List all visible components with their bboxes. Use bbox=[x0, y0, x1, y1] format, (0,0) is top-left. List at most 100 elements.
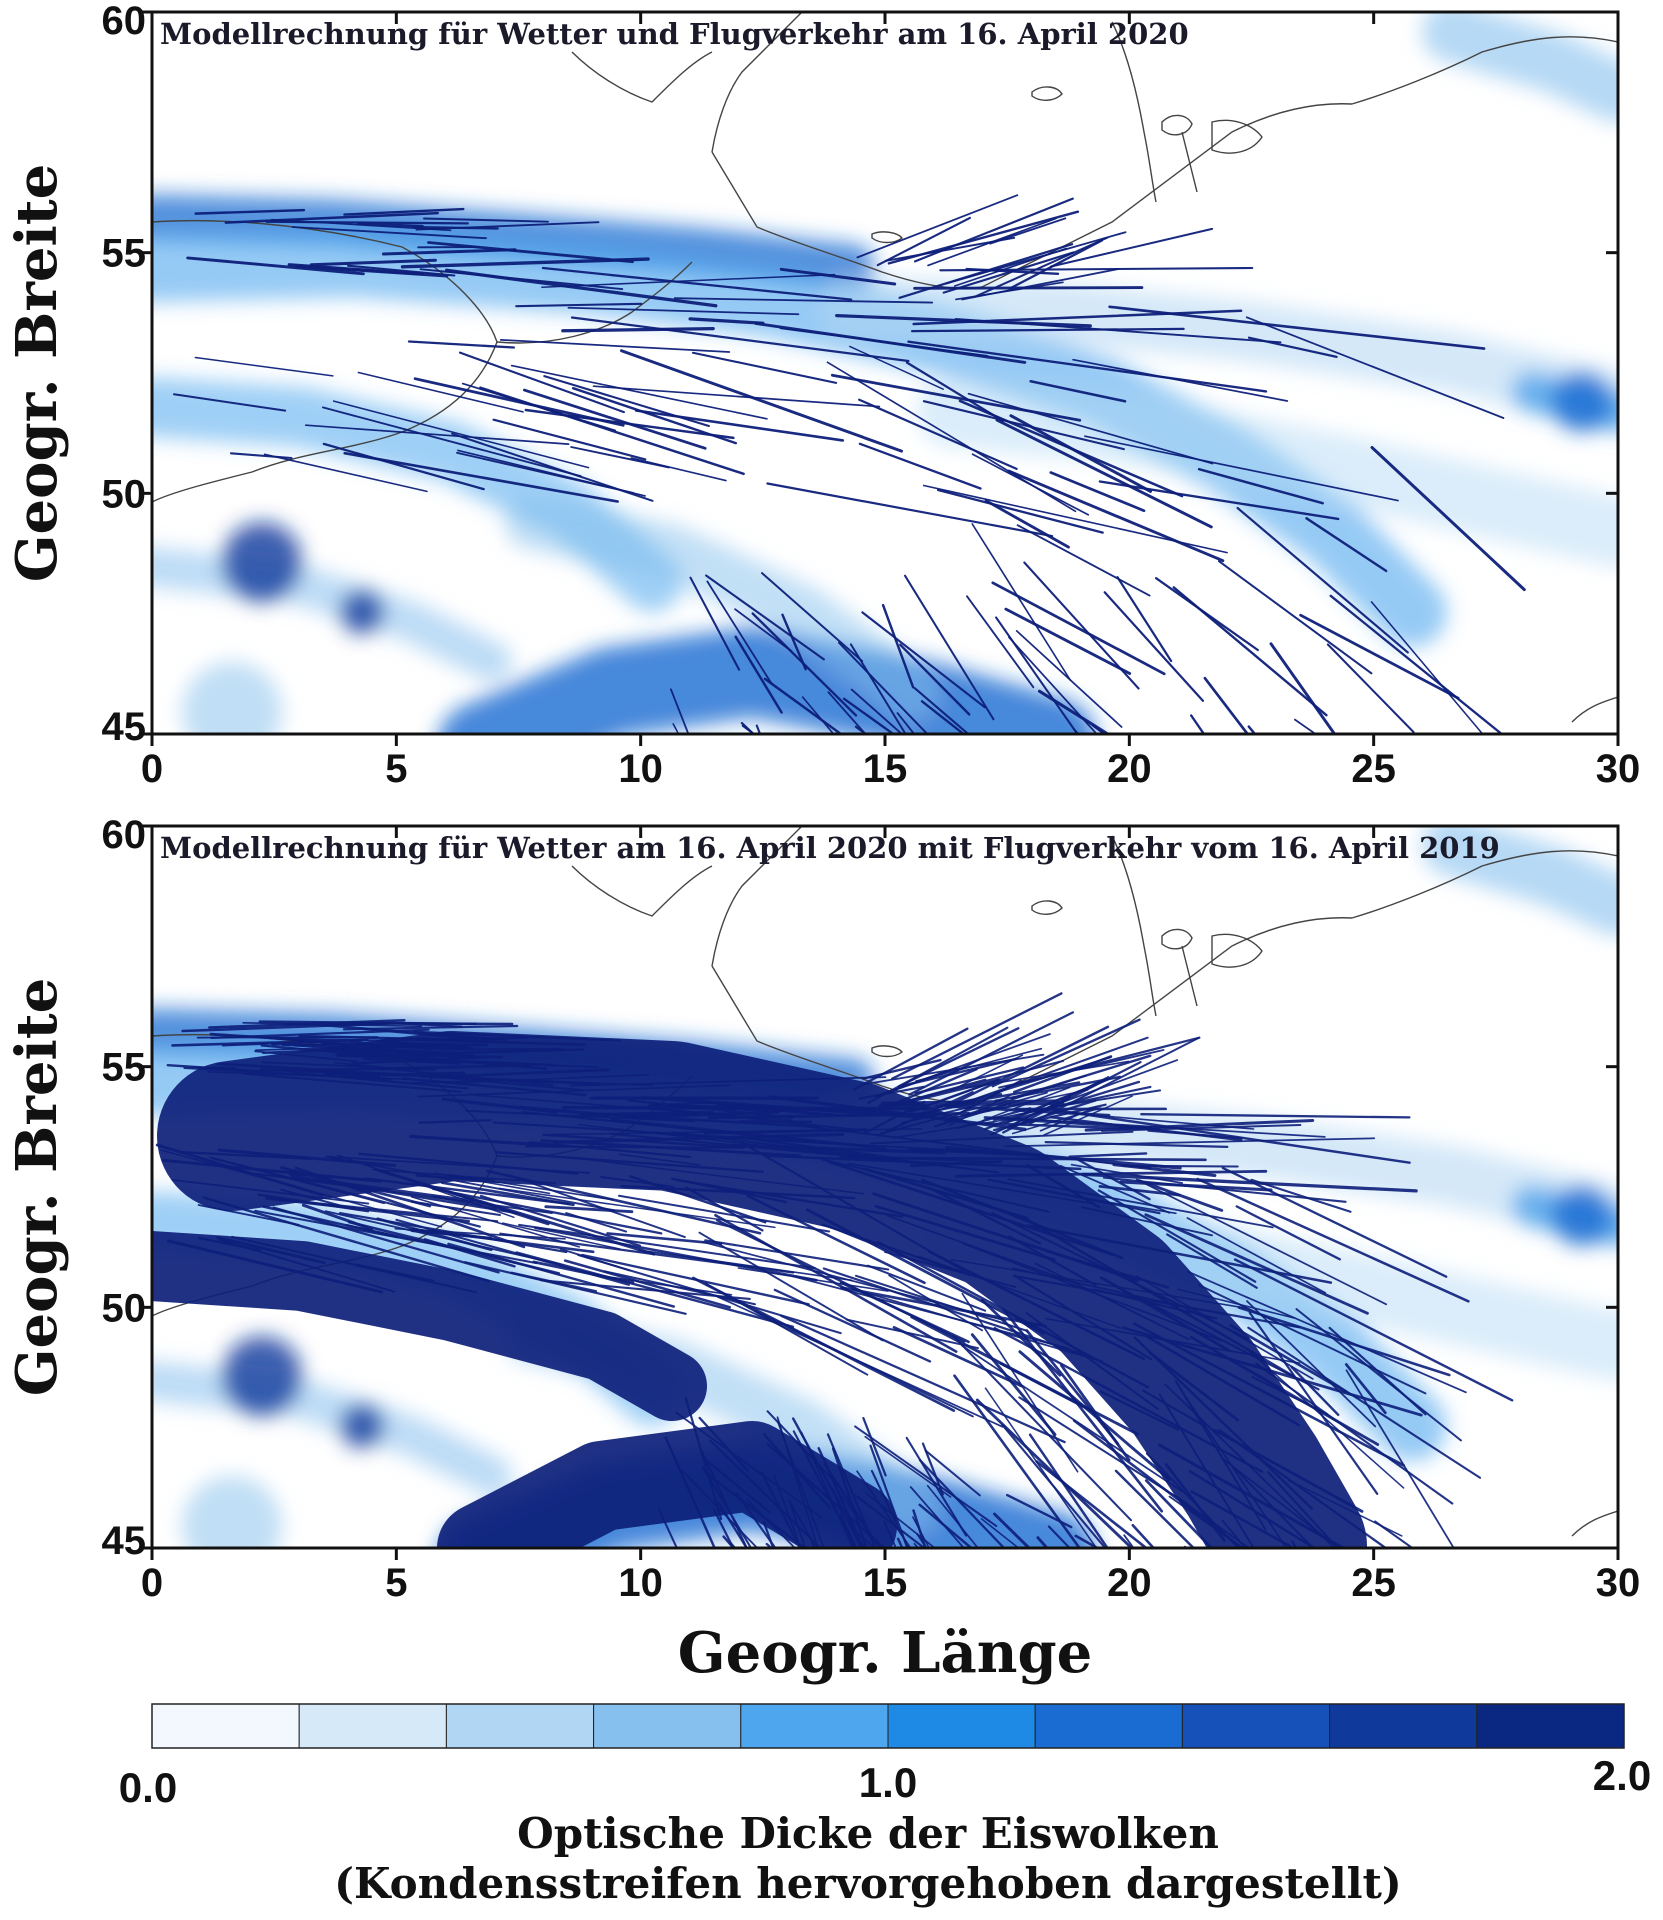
x-tick-label: 15 bbox=[863, 747, 908, 791]
contrail-track bbox=[912, 1516, 930, 1548]
contrail-track bbox=[821, 1223, 971, 1276]
contrail-track bbox=[1326, 643, 1415, 734]
dense-traffic-zone bbox=[152, 1231, 707, 1421]
contrail-track bbox=[718, 1502, 749, 1548]
contrail-track bbox=[1147, 1129, 1243, 1140]
colorbar-segment bbox=[151, 1703, 300, 1749]
contrail-track bbox=[886, 1214, 1076, 1284]
contrail-track bbox=[410, 1079, 485, 1085]
contrail-track bbox=[876, 1091, 974, 1137]
colorbar-segment bbox=[1181, 1703, 1331, 1749]
contrail-track bbox=[942, 251, 1075, 294]
contrail-track bbox=[702, 1241, 1007, 1322]
contrail-track bbox=[1229, 1324, 1347, 1393]
coastline-segment bbox=[981, 917, 1353, 1102]
contrail-track bbox=[676, 1178, 904, 1218]
contrail-track bbox=[638, 1105, 868, 1132]
contrail-track bbox=[913, 687, 970, 734]
contrail-track bbox=[1187, 1270, 1467, 1394]
contrail-track bbox=[634, 409, 845, 442]
contrail-track bbox=[1247, 1326, 1482, 1479]
contrail-track bbox=[1237, 1306, 1451, 1377]
contrail-track bbox=[1122, 1164, 1239, 1168]
colorbar-mid-label: 1.0 bbox=[859, 1759, 917, 1806]
contrail-track bbox=[1004, 607, 1132, 675]
contrail-track bbox=[1026, 1224, 1333, 1284]
contrail-track bbox=[754, 321, 1027, 364]
contrail-track bbox=[1034, 1262, 1190, 1341]
contrail-track bbox=[261, 1061, 437, 1071]
coastline-segment bbox=[152, 219, 498, 503]
contrail-track bbox=[630, 457, 727, 482]
y-tick-label: 45 bbox=[102, 705, 147, 749]
contrail-track bbox=[734, 608, 793, 653]
contrail-track bbox=[892, 1326, 1024, 1388]
contrail-track bbox=[1305, 517, 1388, 573]
contrail-tracks-top bbox=[172, 194, 1526, 734]
contrail-track bbox=[881, 603, 915, 689]
contrail-track bbox=[970, 1333, 1057, 1436]
contrail-track bbox=[356, 222, 424, 228]
contrail-track bbox=[1370, 446, 1526, 592]
contrail-track bbox=[1018, 1214, 1295, 1378]
contrail-track bbox=[1166, 1233, 1258, 1289]
contrail-track bbox=[777, 1421, 825, 1548]
y-tick-label: 55 bbox=[102, 232, 147, 276]
contrail-track bbox=[343, 207, 465, 216]
contrail-track bbox=[569, 1076, 887, 1087]
contrail-track bbox=[194, 356, 334, 377]
contrail-track bbox=[614, 1113, 824, 1129]
contrail-track bbox=[691, 351, 838, 384]
contrail-track bbox=[495, 1151, 764, 1174]
contrail-track bbox=[567, 306, 800, 316]
colorbar-segment bbox=[1476, 1703, 1625, 1749]
contrail-track bbox=[429, 1068, 610, 1079]
contrail-track bbox=[921, 1093, 1003, 1111]
contrail-track bbox=[830, 373, 1082, 422]
contrail-track bbox=[439, 1076, 556, 1083]
contrail-track bbox=[761, 572, 864, 663]
contrail-track bbox=[876, 216, 971, 267]
y-axis-title-top: Geogr. Breite bbox=[4, 164, 70, 583]
contrail-track bbox=[704, 1239, 890, 1271]
cloud-band bbox=[504, 494, 940, 720]
contrail-track bbox=[715, 1219, 966, 1343]
contrail-track bbox=[1186, 1217, 1327, 1294]
colorbar-segment bbox=[740, 1703, 889, 1749]
contrail-track bbox=[1098, 480, 1340, 521]
contrail-track bbox=[418, 1059, 599, 1068]
contrail-track bbox=[893, 1116, 1021, 1139]
contrail-track bbox=[1099, 1276, 1231, 1352]
contrail-track bbox=[831, 1447, 868, 1548]
contrail-track bbox=[688, 317, 765, 325]
contrail-track bbox=[907, 340, 1268, 393]
contrail-track bbox=[762, 1520, 775, 1548]
contrail-track bbox=[329, 1156, 616, 1212]
coastline-segment bbox=[871, 1045, 904, 1058]
panel-title-top: Modellrechnung für Wetter und Flugverkeh… bbox=[160, 17, 1189, 51]
contrail-track bbox=[847, 1162, 1092, 1205]
contrail-track bbox=[849, 345, 944, 390]
contrail-track bbox=[1018, 1396, 1190, 1506]
contrail-track bbox=[510, 1271, 598, 1293]
contrail-track bbox=[969, 1036, 1149, 1102]
contrail-track bbox=[224, 211, 439, 224]
contrail-track bbox=[561, 326, 715, 333]
contrail-track bbox=[479, 1194, 642, 1247]
colorbar-segment bbox=[1329, 1703, 1478, 1749]
contrail-track bbox=[689, 576, 741, 671]
contrail-track bbox=[338, 1211, 568, 1254]
contrail-track bbox=[1145, 1452, 1240, 1548]
contrail-track bbox=[892, 1078, 1002, 1107]
coastline-segment bbox=[1181, 945, 1198, 1007]
contrail-track bbox=[862, 1416, 887, 1477]
contrail-track bbox=[196, 1036, 379, 1039]
contrail-track bbox=[922, 484, 1228, 554]
contrail-track bbox=[1287, 1479, 1403, 1537]
contrail-track bbox=[971, 453, 1090, 516]
contrail-track bbox=[492, 1121, 871, 1147]
contrail-track bbox=[563, 1259, 731, 1309]
contrail-track bbox=[280, 1166, 432, 1208]
contrail-track bbox=[1140, 1113, 1411, 1119]
contrail-track bbox=[1196, 1177, 1470, 1303]
